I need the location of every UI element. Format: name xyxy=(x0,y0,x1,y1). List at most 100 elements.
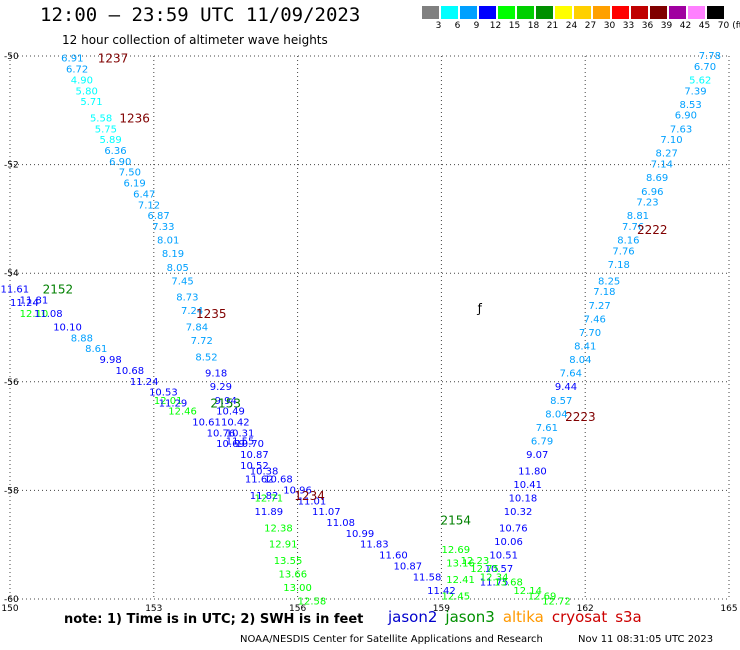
y-tick-label: -54 xyxy=(4,269,19,279)
wave-height-point: 10.96 xyxy=(283,485,312,496)
wave-height-point: 11.81 xyxy=(20,295,49,306)
wave-height-point: 8.61 xyxy=(85,344,107,355)
data-points: 6.916.724.905.805.715.585.755.896.366.90… xyxy=(0,51,720,608)
wave-height-point: 12.58 xyxy=(298,597,327,608)
satellite-legend: jason2 jason3 altika cryosat s3a xyxy=(388,608,650,626)
wave-height-point: 12.41 xyxy=(446,575,475,586)
wave-height-point: 6.47 xyxy=(133,189,155,200)
wave-height-point: 12.69 xyxy=(528,591,557,602)
wave-height-point: 7.33 xyxy=(152,222,174,233)
legend-swatch-36 xyxy=(631,6,648,19)
y-tick-label: -56 xyxy=(4,378,19,388)
legend-unit: (ft) xyxy=(732,21,740,31)
legend-label-24: 24 xyxy=(565,21,578,31)
wave-height-point: 10.42 xyxy=(221,418,250,429)
legend-label-27: 27 xyxy=(584,21,597,31)
wave-height-point: 7.50 xyxy=(119,168,141,179)
wave-height-point: 9.07 xyxy=(526,450,548,461)
wave-height-point: 6.91 xyxy=(61,54,83,65)
wave-height-point: 6.90 xyxy=(109,157,131,168)
wave-height-point: 8.52 xyxy=(195,352,217,363)
wave-height-point: 12.72 xyxy=(542,597,571,608)
wave-height-point: 9.94 xyxy=(215,396,237,407)
wave-height-point: 12.75 xyxy=(470,564,499,575)
wave-height-point: 6.19 xyxy=(123,179,145,190)
wave-height-point: 10.49 xyxy=(216,407,245,418)
y-tick-label: -58 xyxy=(4,486,19,496)
wave-height-point: 10.06 xyxy=(494,537,523,548)
wave-height-point: 12.34 xyxy=(480,572,509,583)
wave-height-point: 6.96 xyxy=(641,187,663,198)
wave-height-point: 12.10 xyxy=(20,309,49,320)
wave-height-point: 11.24 xyxy=(10,298,39,309)
y-tick-label: -52 xyxy=(4,161,19,171)
wave-height-point: 11.07 xyxy=(312,507,341,518)
wave-height-point: 12.69 xyxy=(441,545,470,556)
wave-height-point: 7.14 xyxy=(651,160,673,171)
wave-height-point: 12.01 xyxy=(154,396,183,407)
legend-swatch-18 xyxy=(517,6,534,19)
wave-height-point: 5.62 xyxy=(689,75,711,86)
wave-height-point: 8.19 xyxy=(162,249,184,260)
wave-height-point: 10.87 xyxy=(394,561,423,572)
wave-height-point: 13.55 xyxy=(274,556,303,567)
wave-height-point: 7.46 xyxy=(584,314,606,325)
pass-label: 2222 xyxy=(637,223,668,237)
wave-height-point: 10.52 xyxy=(240,461,269,472)
wave-height-point: 9.98 xyxy=(100,355,122,366)
wave-height-point: 10.18 xyxy=(509,494,538,505)
footer-timestamp: Nov 11 08:31:05 UTC 2023 xyxy=(578,634,714,645)
wave-height-point: 10.69 xyxy=(216,439,245,450)
chart-title: 12:00 – 23:59 UTC 11/09/2023 xyxy=(40,4,361,26)
legend-label-6: 6 xyxy=(454,21,461,31)
axis-ticks: 150 153 156 159 162 165 -50 -52 -54 -56 -58 -60 xyxy=(1,52,737,614)
wave-height-point: 11.01 xyxy=(298,496,327,507)
wave-height-point: 7.78 xyxy=(699,51,721,62)
pass-label: 2152 xyxy=(43,282,74,296)
wave-height-point: 10.76 xyxy=(499,523,528,534)
y-tick-label: -50 xyxy=(4,52,19,62)
wave-height-point: 7.10 xyxy=(660,135,682,146)
wave-height-point: 10.57 xyxy=(485,564,514,575)
wave-height-point: 7.45 xyxy=(171,276,193,287)
plot-grid xyxy=(9,55,730,600)
wave-height-point: 10.38 xyxy=(250,466,279,477)
wave-height-point: 7.84 xyxy=(186,323,208,334)
wave-height-point: 7.27 xyxy=(588,301,610,312)
legend-swatch-45 xyxy=(688,6,705,19)
wave-height-point: 12.46 xyxy=(168,407,197,418)
legend-label-18: 18 xyxy=(527,21,540,31)
wave-height-point: 7.24 xyxy=(181,306,203,317)
pass-label: 2223 xyxy=(565,410,596,424)
legend-label-9: 9 xyxy=(473,21,480,31)
wave-height-point: 7.64 xyxy=(560,369,582,380)
satellite-label-jason3: jason3 xyxy=(445,608,495,626)
wave-height-point: 11.62 xyxy=(245,475,274,486)
wave-height-point: 11.75 xyxy=(480,578,509,589)
pass-label: 2153 xyxy=(210,397,241,411)
satellite-label-s3a: s3a xyxy=(615,608,642,626)
footer-credit: NOAA/NESDIS Center for Satellite Applica… xyxy=(240,634,543,645)
legend-swatch-9 xyxy=(460,6,477,19)
y-tick-label: -60 xyxy=(4,595,19,605)
legend-label-39: 39 xyxy=(660,21,673,31)
wave-height-point: 5.80 xyxy=(76,86,98,97)
legend-swatch-21 xyxy=(536,6,553,19)
wave-height-point: 12.71 xyxy=(255,494,284,505)
wave-height-point: 10.99 xyxy=(346,529,375,540)
wave-height-point: 8.69 xyxy=(646,173,668,184)
wave-height-point: 11.89 xyxy=(255,507,284,518)
legend-label-15: 15 xyxy=(508,21,521,31)
wave-height-point: 8.88 xyxy=(71,333,93,344)
wave-height-point: 13.16 xyxy=(446,559,475,570)
wave-height-point: 8.73 xyxy=(176,293,198,304)
legend-swatch-30 xyxy=(593,6,610,19)
wave-height-point: 8.16 xyxy=(617,236,639,247)
wave-height-point: 12.23 xyxy=(461,556,490,567)
x-tick-label: 162 xyxy=(577,604,594,614)
legend-label-45: 45 xyxy=(698,21,711,31)
satellite-label-cryosat: cryosat xyxy=(551,608,608,626)
legend-label-36: 36 xyxy=(641,21,654,31)
legend-label-3: 3 xyxy=(435,21,442,31)
